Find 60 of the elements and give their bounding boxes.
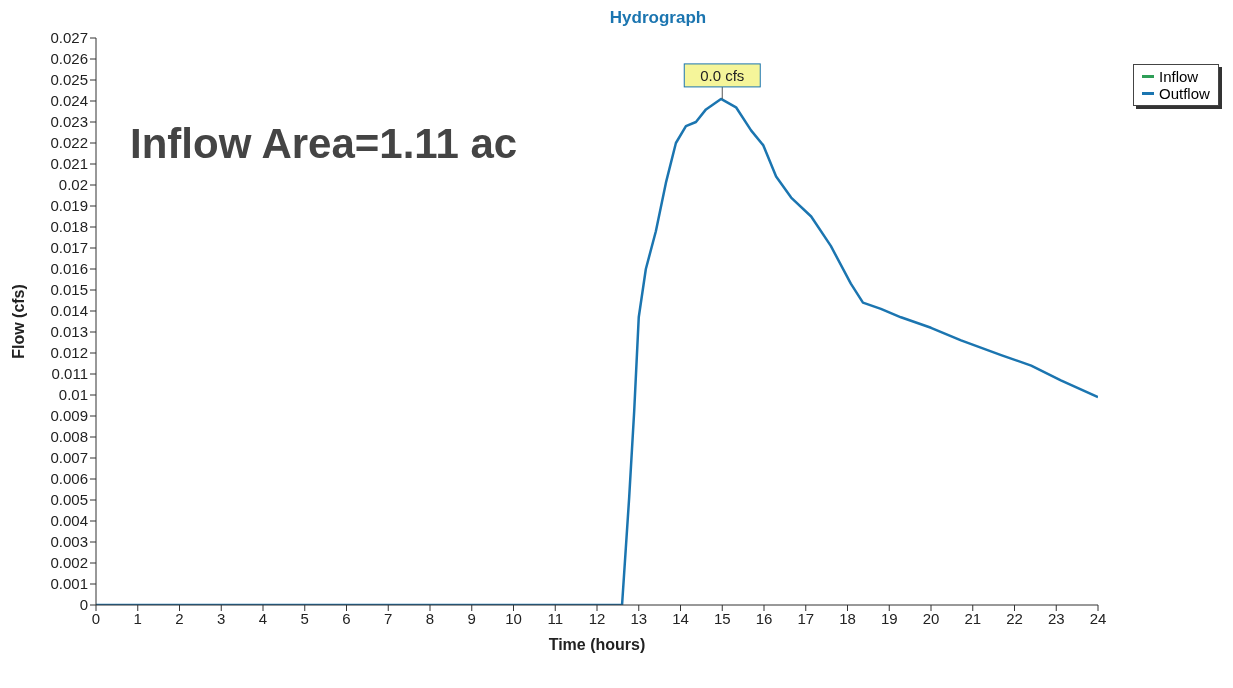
x-tick-label: 15 [713, 609, 731, 627]
chart-title: Hydrograph [608, 8, 708, 28]
y-tick-label: 0.001 [50, 575, 88, 593]
y-tick-label: 0.025 [50, 71, 88, 89]
y-tick-label: 0.021 [50, 155, 88, 173]
x-tick-label: 4 [258, 609, 268, 627]
x-tick-label: 14 [672, 609, 689, 627]
x-tick-label: 1 [133, 609, 142, 627]
y-tick-label: 0.022 [50, 134, 88, 152]
y-tick-label: 0.026 [50, 50, 88, 68]
x-tick-label: 13 [630, 609, 648, 627]
y-tick-label: 0.011 [51, 365, 88, 383]
y-tick-label: 0.02 [58, 176, 88, 194]
y-tick-label: 0.019 [50, 197, 88, 215]
annotation: Inflow Area=1.11 ac [130, 120, 518, 168]
y-tick-label: 0.012 [50, 344, 88, 362]
y-tick-label: 0.003 [50, 533, 88, 551]
y-tick-label: 0.004 [50, 512, 88, 530]
y-tick-label: 0.01 [58, 386, 88, 404]
x-tick-label: 19 [880, 609, 898, 627]
x-tick-label: 7 [384, 609, 393, 627]
y-tick-label: 0.015 [50, 281, 88, 299]
y-tick-label: 0.009 [50, 407, 88, 425]
x-tick-label: 12 [588, 609, 606, 627]
y-tick-label: 0.008 [50, 428, 88, 446]
x-tick-label: 17 [797, 609, 815, 627]
x-tick-label: 22 [1006, 609, 1023, 627]
x-tick-label: 16 [755, 609, 773, 627]
legend-label: Outflow [1159, 85, 1210, 102]
x-tick-label: 3 [217, 609, 226, 627]
y-tick-label: 0.013 [50, 323, 88, 341]
y-tick-label: 0.006 [50, 470, 88, 488]
x-tick-label: 2 [175, 609, 184, 627]
y-tick-label: 0.016 [50, 260, 88, 278]
y-tick-label: 0.024 [50, 92, 88, 110]
x-tick-label: 9 [467, 609, 476, 627]
y-tick-label: 0.005 [50, 491, 88, 509]
x-tick-label: 0 [91, 609, 101, 627]
y-tick-label: 0.027 [50, 29, 88, 47]
y-tick-label: 0 [79, 596, 88, 614]
x-tick-label: 20 [922, 609, 940, 627]
x-tick-label: 10 [505, 609, 522, 627]
y-tick-label: 0.014 [50, 302, 88, 320]
x-tick-label: 21 [964, 609, 982, 627]
y-tick-label: 0.018 [50, 218, 88, 236]
x-tick-label: 23 [1047, 609, 1065, 627]
x-tick-label: 6 [342, 609, 351, 627]
y-tick-label: 0.023 [50, 113, 88, 131]
x-tick-label: 11 [547, 609, 564, 627]
x-tick-label: 5 [300, 609, 309, 627]
x-tick-label: 18 [839, 609, 856, 627]
y-tick-label: 0.002 [50, 554, 88, 572]
y-tick-label: 0.017 [50, 239, 88, 257]
x-tick-label: 24 [1089, 609, 1107, 627]
x-tick-label: 8 [425, 609, 435, 627]
annotation: 0.0 cfs [700, 66, 745, 84]
x-axis-title: Time (hours) [548, 636, 646, 653]
y-tick-label: 0.007 [50, 449, 88, 467]
legend-label: Inflow [1159, 68, 1199, 85]
y-axis-title: Flow (cfs) [9, 284, 27, 359]
